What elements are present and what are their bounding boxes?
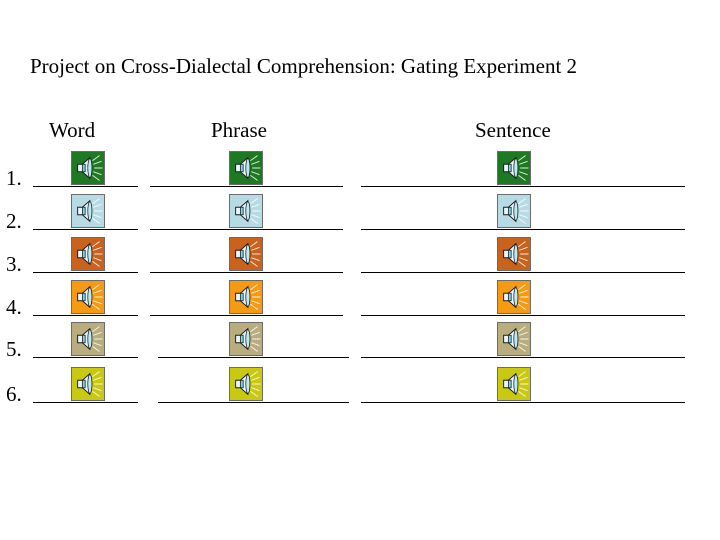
row-number: 4. xyxy=(6,295,22,319)
speaker-icon[interactable] xyxy=(497,367,531,401)
speaker-icon[interactable] xyxy=(229,194,263,228)
answer-blank-word[interactable] xyxy=(33,357,138,358)
speaker-icon[interactable] xyxy=(497,280,531,314)
speaker-icon[interactable] xyxy=(497,151,531,185)
answer-blank-sentence[interactable] xyxy=(361,402,685,403)
row-number: 5. xyxy=(6,337,22,361)
answer-blank-sentence[interactable] xyxy=(361,272,685,273)
speaker-icon[interactable] xyxy=(71,194,105,228)
column-header-word: Word xyxy=(49,118,96,142)
column-header-sentence: Sentence xyxy=(475,118,551,142)
speaker-icon[interactable] xyxy=(497,322,531,356)
answer-blank-phrase[interactable] xyxy=(158,357,349,358)
speaker-icon[interactable] xyxy=(229,280,263,314)
answer-blank-word[interactable] xyxy=(33,229,138,230)
speaker-icon[interactable] xyxy=(497,194,531,228)
speaker-icon[interactable] xyxy=(497,237,531,271)
answer-blank-word[interactable] xyxy=(33,186,138,187)
answer-blank-sentence[interactable] xyxy=(361,229,685,230)
answer-blank-word[interactable] xyxy=(33,402,138,403)
answer-blank-phrase[interactable] xyxy=(150,186,343,187)
answer-blank-word[interactable] xyxy=(33,272,138,273)
speaker-icon[interactable] xyxy=(229,322,263,356)
speaker-icon[interactable] xyxy=(229,367,263,401)
row-number: 2. xyxy=(6,209,22,233)
speaker-icon[interactable] xyxy=(71,151,105,185)
row-number: 3. xyxy=(6,252,22,276)
speaker-icon[interactable] xyxy=(71,237,105,271)
speaker-icon[interactable] xyxy=(229,237,263,271)
answer-blank-sentence[interactable] xyxy=(361,315,685,316)
answer-blank-phrase[interactable] xyxy=(150,229,343,230)
answer-blank-phrase[interactable] xyxy=(150,272,343,273)
row-number: 6. xyxy=(6,382,22,406)
answer-blank-sentence[interactable] xyxy=(361,357,685,358)
answer-blank-word[interactable] xyxy=(33,315,138,316)
speaker-icon[interactable] xyxy=(71,322,105,356)
speaker-icon[interactable] xyxy=(71,367,105,401)
row-number: 1. xyxy=(6,166,22,190)
answer-blank-sentence[interactable] xyxy=(361,186,685,187)
page-title: Project on Cross-Dialectal Comprehension… xyxy=(30,54,578,78)
column-header-phrase: Phrase xyxy=(211,118,267,142)
answer-blank-phrase[interactable] xyxy=(158,402,349,403)
speaker-icon[interactable] xyxy=(229,151,263,185)
speaker-icon[interactable] xyxy=(71,280,105,314)
answer-blank-phrase[interactable] xyxy=(150,315,343,316)
